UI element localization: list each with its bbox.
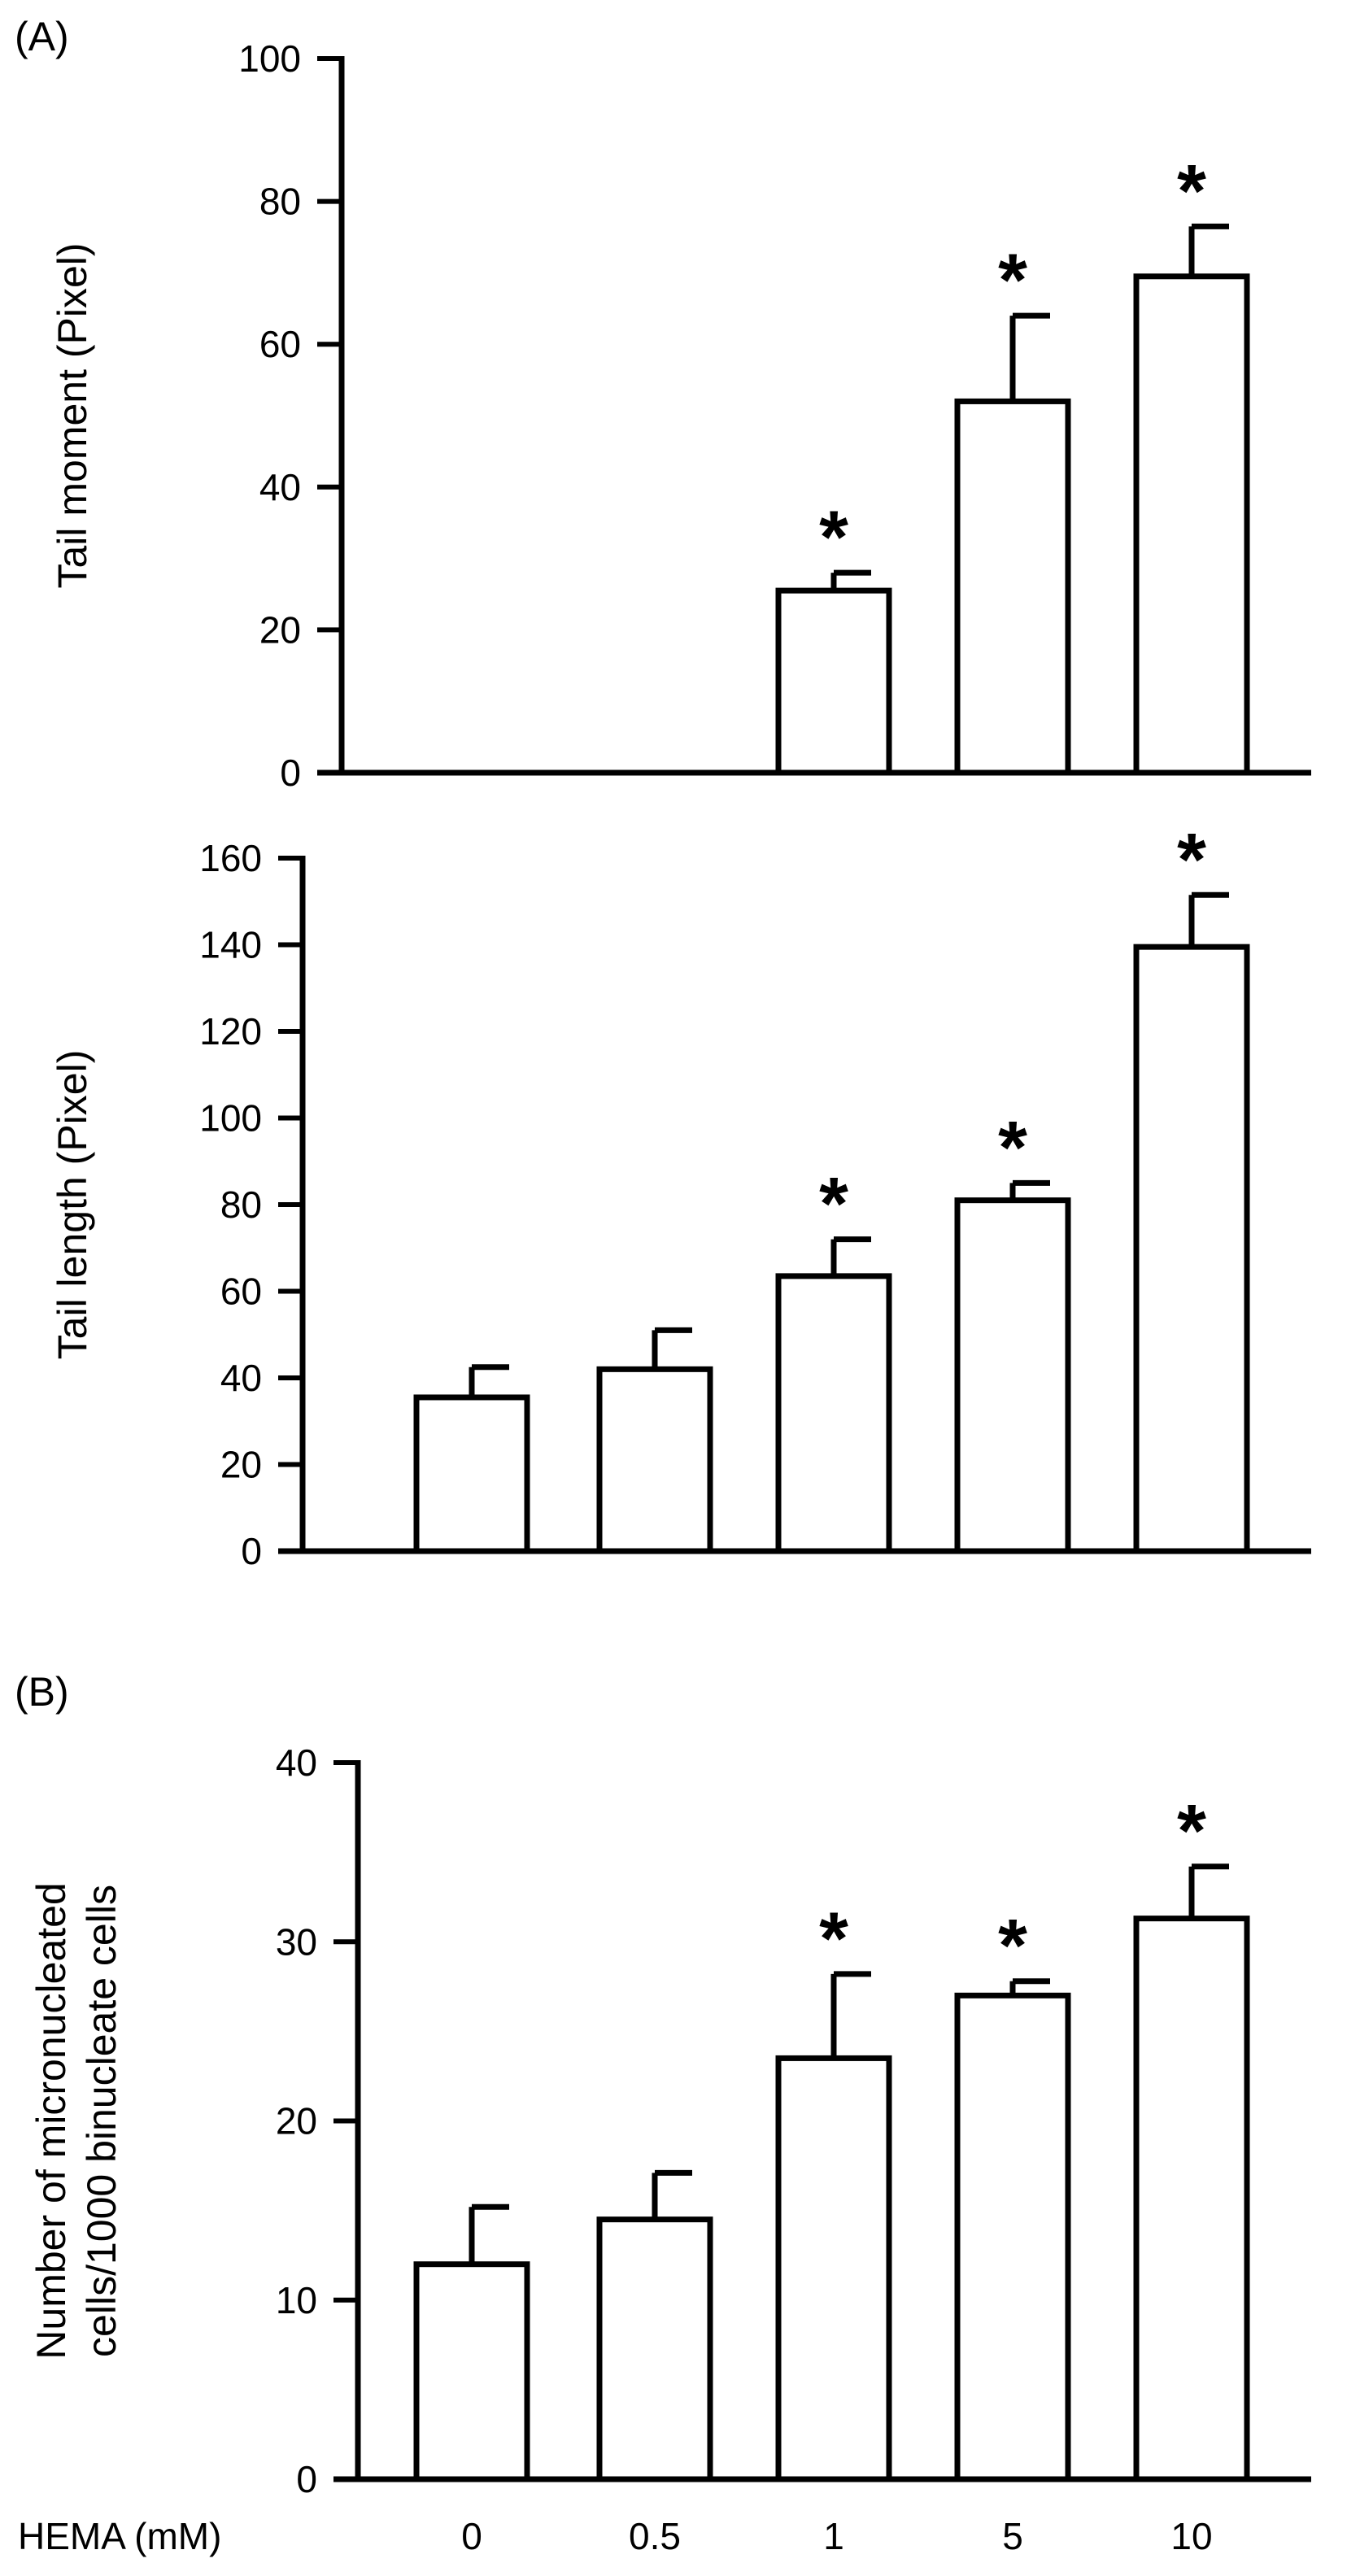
bar-10 [1133,1916,1250,2482]
x-axis-title: HEMA (mM) [18,2515,221,2557]
x-tick-label: 1 [823,2515,844,2557]
x-tick-label: 0 [461,2515,482,2557]
y-tick-label: 20 [276,2100,317,2142]
bar-1 [775,2055,892,2482]
y-tick-label: 20 [259,608,301,651]
y-tick-label: 100 [238,37,301,80]
y-axis-title-line-1: Number of micronucleated [28,1882,74,2359]
chart-tail-moment: 0 20 40 60 80 100 * * * Tail moment (Pixel) (A) [15,14,1311,794]
bar-0.5 [596,1366,713,1554]
significance-star: * [1177,1790,1206,1873]
bar-1 [775,587,892,776]
significance-star: * [998,1106,1027,1189]
y-axis-title-line-2: cells/1000 binucleate cells [79,1885,124,2357]
y-tick-label: 120 [199,1010,262,1053]
y-tick-label: 40 [276,1741,317,1784]
y-tick-label: 160 [199,837,262,879]
y-tick-label: 80 [220,1183,262,1226]
significance-star: * [998,1905,1027,1988]
bar-0 [413,2261,530,2482]
y-axis-title: Tail moment (Pixel) [50,242,95,588]
bar-0.5 [596,2216,713,2482]
y-tick-label: 60 [259,323,301,365]
significance-star: * [819,1898,848,1981]
y-tick-label: 40 [220,1357,262,1399]
panel-label: (B) [15,1669,69,1715]
significance-star: * [819,496,848,579]
x-tick-label: 10 [1170,2515,1212,2557]
y-tick-label: 10 [276,2279,317,2321]
y-tick-label: 0 [280,752,301,794]
y-tick-label: 140 [199,924,262,966]
bar-5 [954,398,1071,776]
bar-1 [775,1273,892,1554]
y-axis-title: Tail length (Pixel) [50,1050,95,1360]
x-tick-label: 5 [1002,2515,1023,2557]
y-tick-label: 30 [276,1920,317,1963]
x-tick-label: 0.5 [629,2515,681,2557]
significance-star: * [1177,150,1206,233]
y-tick-label: 100 [199,1097,262,1140]
y-tick-label: 40 [259,466,301,508]
bar-10 [1133,273,1250,776]
bar-5 [954,1197,1071,1554]
y-tick-label: 80 [259,181,301,223]
chart-tail-length: 0 20 40 60 80 100 120 140 160 * * * Tail length (Pix… [50,818,1311,1572]
bar-10 [1133,944,1250,1554]
significance-star: * [998,239,1027,322]
y-tick-label: 60 [220,1271,262,1313]
y-tick-label: 0 [296,2458,317,2500]
bar-0 [413,1394,530,1554]
y-tick-label: 20 [220,1444,262,1486]
y-tick-label: 0 [241,1530,262,1572]
significance-star: * [819,1163,848,1246]
panel-label: (A) [15,14,69,59]
bar-5 [954,1992,1071,2482]
significance-star: * [1177,818,1206,901]
